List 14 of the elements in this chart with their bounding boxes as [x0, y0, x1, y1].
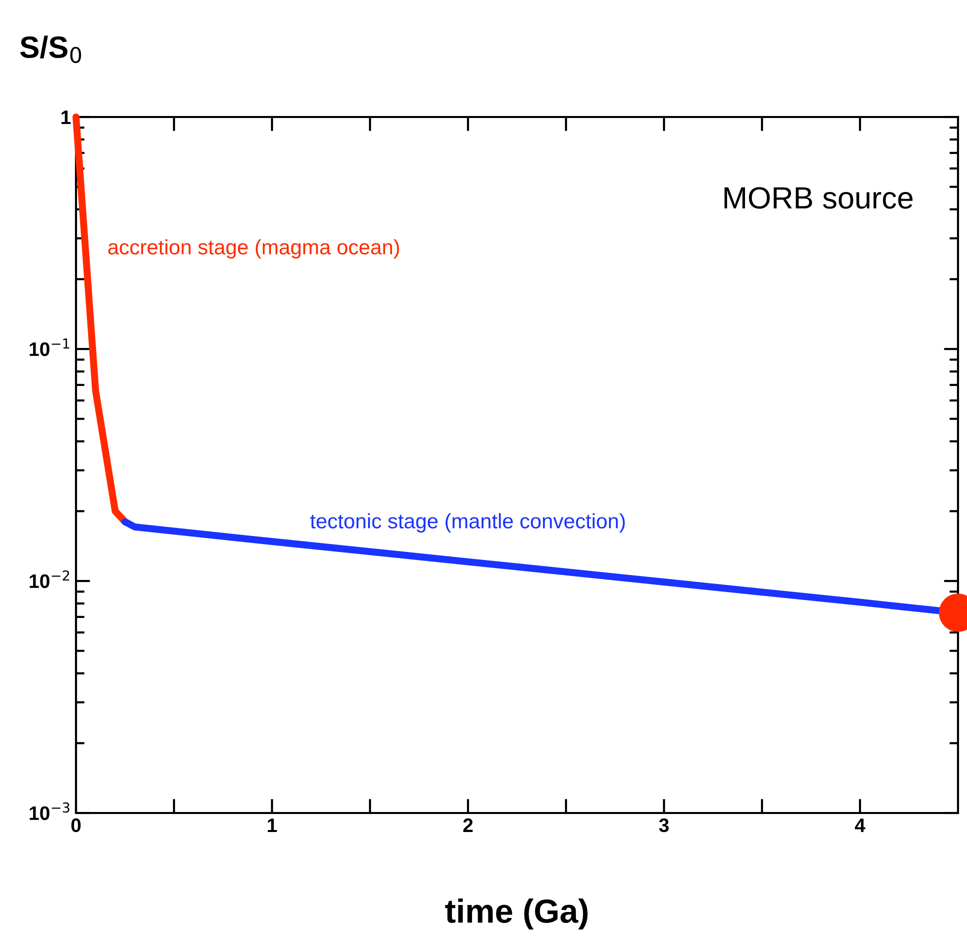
x-tick-label: 0 — [71, 818, 81, 832]
y-tick-label: 10$^{−2}$ — [30, 570, 70, 588]
x-tick-label: 4 — [854, 818, 866, 832]
x-tick-label: 1 — [268, 818, 277, 832]
series-label: tectonic stage (mantle convection) — [310, 513, 625, 533]
y-axis-title: S/S$_{0}$ — [20, 36, 82, 64]
y-tick-label: 10$^{−3}$ — [30, 802, 70, 820]
x-tick-label: 3 — [659, 818, 669, 832]
y-tick-label: 1 — [62, 110, 71, 124]
x-axis-title: time (Ga) — [445, 898, 588, 930]
annotation: MORB source — [724, 187, 913, 209]
x-tick-label: 2 — [463, 818, 473, 832]
y-tick-label: 10$^{−1}$ — [30, 338, 70, 356]
series-label: accretion stage (magma ocean) — [108, 239, 400, 259]
